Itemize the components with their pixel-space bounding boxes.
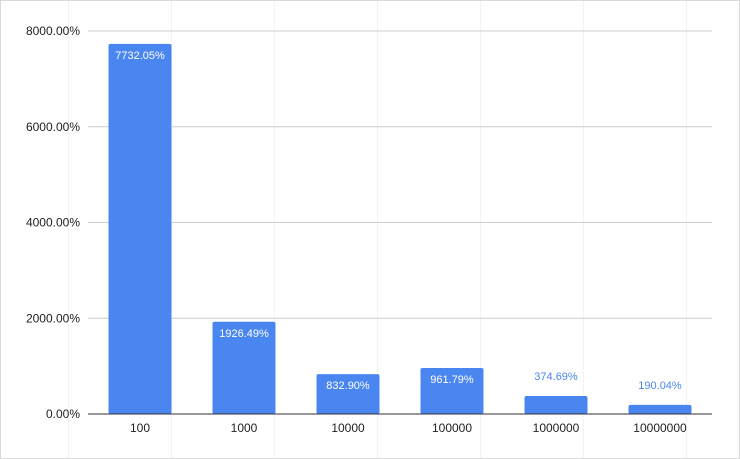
x-axis-ticks: 100 1000 10000 100000 1000000 10000000 — [130, 421, 687, 435]
data-labels: 7732.05% 1926.49% 832.90% 961.79% 374.69% 190… — [115, 50, 682, 392]
bar-data-label: 7732.05% — [115, 50, 165, 62]
sheet-gridline — [377, 1, 378, 458]
bars — [108, 43, 692, 415]
x-tick-label: 10000000 — [633, 421, 687, 435]
sheet-gridline — [480, 1, 481, 458]
bar — [108, 43, 172, 415]
bar — [420, 367, 484, 414]
y-axis-ticks: 0.00% 2000.00% 4000.00% 6000.00% 8000.00% — [26, 24, 80, 421]
gridlines — [88, 30, 712, 319]
bar-data-label: 961.79% — [430, 374, 474, 386]
y-tick-label: 0.00% — [46, 407, 80, 421]
x-tick-label: 100 — [130, 421, 150, 435]
bar-data-label: 190.04% — [638, 380, 682, 392]
bar-data-label: 374.69% — [534, 371, 578, 383]
sheet-gridline — [583, 1, 584, 458]
bar — [212, 321, 276, 414]
bar — [524, 396, 588, 414]
bar — [628, 404, 692, 414]
x-tick-label: 1000000 — [533, 421, 580, 435]
y-tick-label: 6000.00% — [26, 120, 80, 134]
x-tick-label: 1000 — [231, 421, 258, 435]
bar — [316, 374, 380, 414]
y-tick-label: 2000.00% — [26, 311, 80, 325]
bar-data-label: 1926.49% — [219, 328, 269, 340]
x-tick-label: 10000 — [331, 421, 365, 435]
sheet-gridline — [68, 1, 69, 458]
sheet-gridline — [686, 1, 687, 458]
x-tick-label: 100000 — [432, 421, 472, 435]
sheet-gridline — [274, 1, 275, 458]
y-tick-label: 4000.00% — [26, 216, 80, 230]
y-tick-label: 8000.00% — [26, 24, 80, 38]
bar-data-label: 832.90% — [326, 380, 370, 392]
